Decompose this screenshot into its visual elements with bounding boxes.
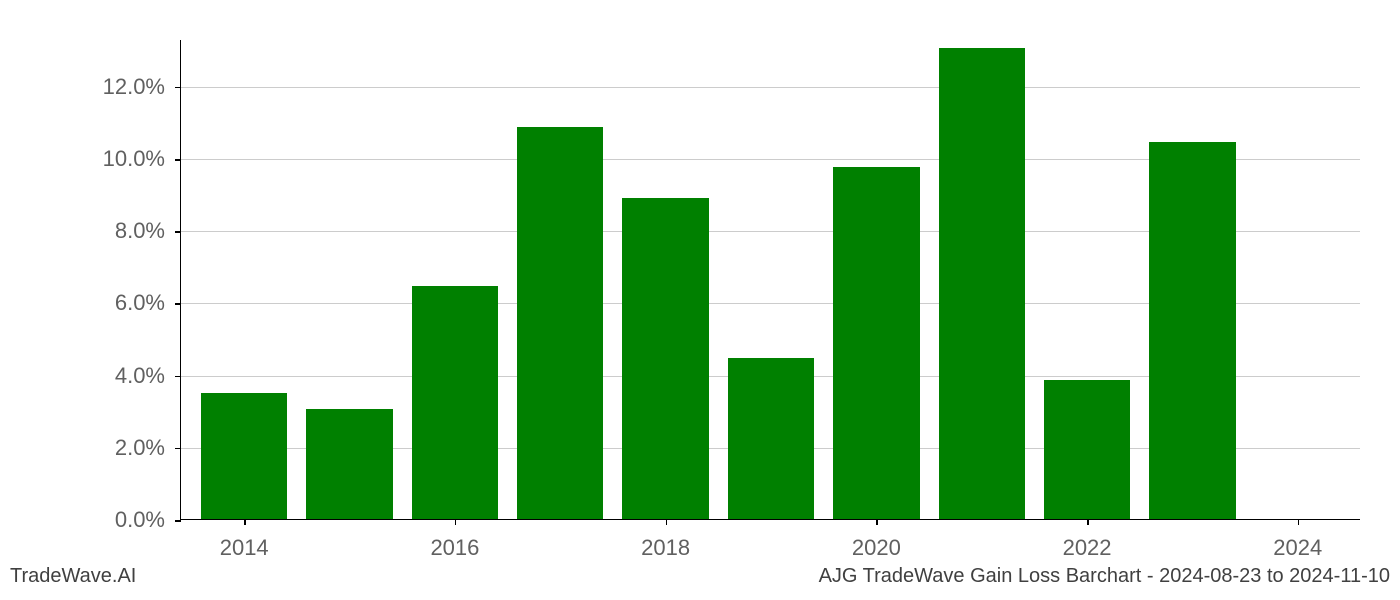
bar [517, 127, 603, 519]
y-tick-label: 2.0% [115, 435, 165, 461]
x-tick-label: 2016 [430, 535, 479, 561]
chart-container: 0.0%2.0%4.0%6.0%8.0%10.0%12.0%2014201620… [180, 40, 1360, 520]
y-tick-label: 0.0% [115, 507, 165, 533]
y-tick-label: 8.0% [115, 218, 165, 244]
y-tick-label: 6.0% [115, 290, 165, 316]
footer-left-watermark: TradeWave.AI [10, 565, 136, 588]
x-tick-mark [1087, 519, 1089, 525]
x-tick-label: 2024 [1273, 535, 1322, 561]
bar [1149, 142, 1235, 519]
bar [306, 409, 392, 519]
bar [201, 393, 287, 519]
x-tick-label: 2022 [1063, 535, 1112, 561]
x-tick-mark [666, 519, 668, 525]
bar [622, 198, 708, 519]
x-tick-mark [1298, 519, 1300, 525]
bar [728, 358, 814, 519]
y-tick-label: 10.0% [103, 146, 165, 172]
gridline [181, 87, 1360, 88]
y-tick-label: 4.0% [115, 363, 165, 389]
y-tick-mark [175, 303, 181, 305]
y-tick-mark [175, 87, 181, 89]
y-tick-mark [175, 231, 181, 233]
plot-area: 0.0%2.0%4.0%6.0%8.0%10.0%12.0%2014201620… [180, 40, 1360, 520]
y-tick-label: 12.0% [103, 74, 165, 100]
y-tick-mark [175, 159, 181, 161]
y-tick-mark [175, 448, 181, 450]
x-tick-mark [455, 519, 457, 525]
x-tick-label: 2014 [220, 535, 269, 561]
bar [833, 167, 919, 519]
x-tick-label: 2018 [641, 535, 690, 561]
x-tick-mark [244, 519, 246, 525]
y-tick-mark [175, 376, 181, 378]
bar [1044, 380, 1130, 519]
footer-right-caption: AJG TradeWave Gain Loss Barchart - 2024-… [819, 565, 1390, 588]
x-tick-mark [876, 519, 878, 525]
bar [412, 286, 498, 519]
y-tick-mark [175, 520, 181, 522]
x-tick-label: 2020 [852, 535, 901, 561]
bar [939, 48, 1025, 519]
